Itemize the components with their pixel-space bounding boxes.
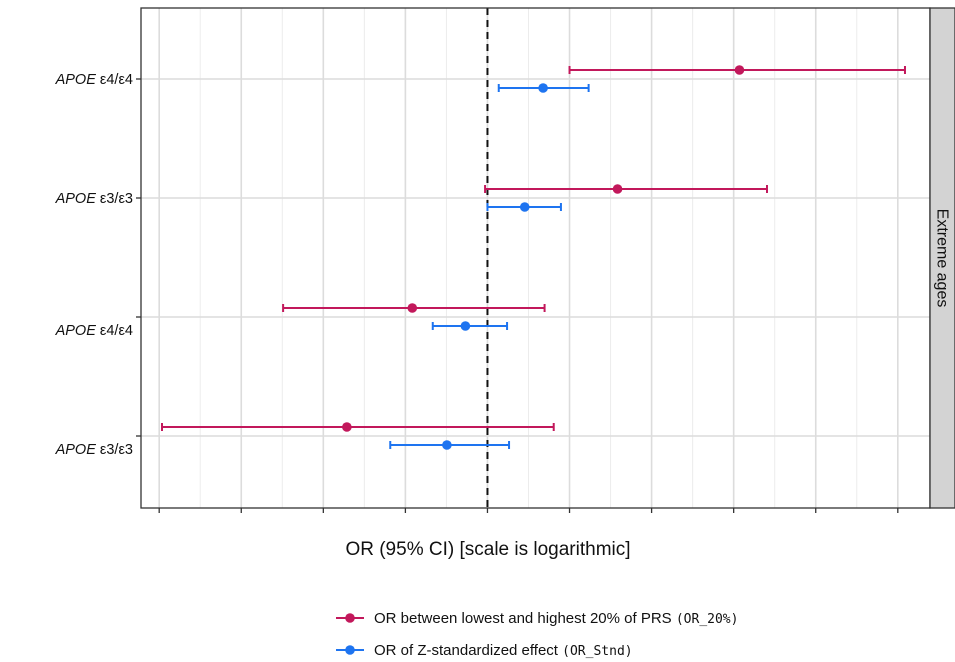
category-genotype: ε4/ε4	[96, 72, 133, 88]
category-name: APOE ε4/ε4	[55, 72, 133, 88]
y-category-label: APOE ε3/ε3	[55, 191, 133, 207]
grid-layer	[141, 8, 930, 508]
legend-key-point	[345, 645, 355, 655]
category-name: APOE ε4/ε4	[55, 323, 133, 339]
category-name: APOE ε3/ε3	[55, 191, 133, 207]
category-name: APOE ε3/ε3	[55, 442, 133, 458]
series-1	[160, 65, 906, 432]
estimate-point	[538, 83, 548, 93]
category-italic-part: APOE	[55, 442, 97, 458]
estimate-point	[519, 202, 530, 212]
facet-strip-label: Extreme ages	[934, 209, 951, 308]
series-layer	[160, 65, 906, 450]
legend-series-code: (OR_20%)	[676, 612, 739, 627]
legend-item-2: OR of Z-standardized effect (OR_Stnd)	[336, 642, 633, 659]
x-axis-title: OR (95% CI) [scale is logarithmic]	[345, 539, 630, 560]
facet-strip-background	[929, 7, 955, 509]
category-genotype: ε3/ε3	[96, 191, 133, 207]
y-category-label: APOE ε3/ε3	[55, 442, 133, 458]
category-italic-part: APOE	[55, 72, 97, 88]
legend-series-code: (OR_Stnd)	[562, 644, 632, 659]
legend-label: OR of Z-standardized effect (OR_Stnd)	[374, 642, 633, 659]
facet-strip: Extreme ages	[929, 7, 955, 509]
estimate-point	[442, 440, 452, 450]
estimate-point	[407, 303, 418, 313]
category-genotype: ε4/ε4	[96, 323, 133, 339]
legend-key-point	[345, 613, 355, 623]
legend-series-name: OR between lowest and highest 20% of PRS	[374, 610, 676, 627]
legend: OR between lowest and highest 20% of PRS…	[336, 610, 738, 659]
x-axis-ticks	[158, 508, 899, 513]
legend-item-1: OR between lowest and highest 20% of PRS…	[336, 610, 738, 627]
category-italic-part: APOE	[55, 191, 97, 207]
series-2	[389, 83, 590, 450]
category-genotype: ε3/ε3	[96, 442, 133, 458]
estimate-point	[342, 422, 352, 432]
estimate-point	[612, 184, 623, 194]
legend-series-name: OR of Z-standardized effect	[374, 642, 562, 659]
legend-label: OR between lowest and highest 20% of PRS…	[374, 610, 738, 627]
category-italic-part: APOE	[55, 323, 97, 339]
y-category-label: APOE ε4/ε4	[55, 72, 133, 88]
y-category-label: APOE ε4/ε4	[55, 323, 133, 339]
estimate-point	[734, 65, 745, 75]
estimate-point	[460, 321, 471, 331]
